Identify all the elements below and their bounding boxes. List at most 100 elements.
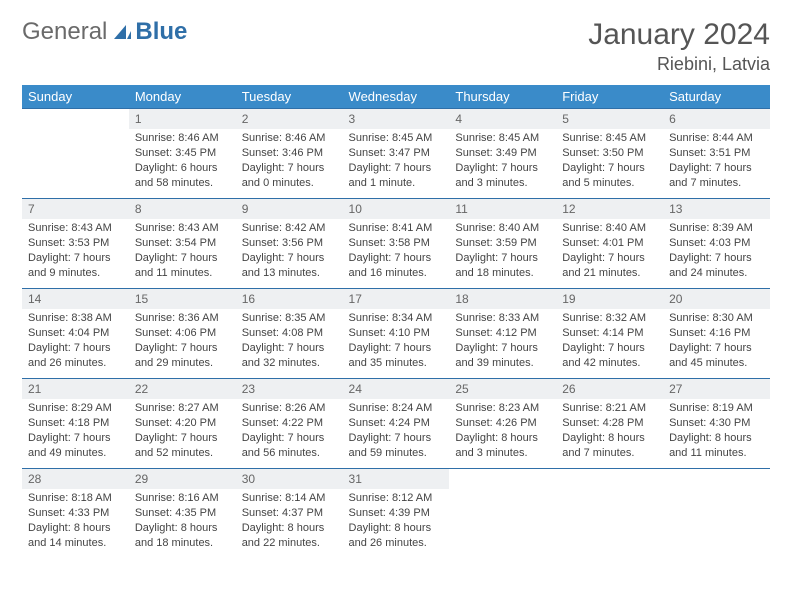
sunrise-text: Sunrise: 8:23 AM — [455, 401, 550, 416]
day-number: 8 — [129, 199, 236, 219]
day-number: 23 — [236, 379, 343, 399]
daylight-text: Daylight: 7 hours and 45 minutes. — [669, 341, 764, 371]
day-number: 11 — [449, 199, 556, 219]
day-cell — [556, 469, 663, 559]
day-cell: 2Sunrise: 8:46 AMSunset: 3:46 PMDaylight… — [236, 109, 343, 199]
day-number: 29 — [129, 469, 236, 489]
day-number: 24 — [343, 379, 450, 399]
sunrise-text: Sunrise: 8:45 AM — [455, 131, 550, 146]
day-body: Sunrise: 8:21 AMSunset: 4:28 PMDaylight:… — [556, 399, 663, 464]
day-number: 17 — [343, 289, 450, 309]
week-row: 7Sunrise: 8:43 AMSunset: 3:53 PMDaylight… — [22, 199, 770, 289]
day-number: 27 — [663, 379, 770, 399]
week-row: 21Sunrise: 8:29 AMSunset: 4:18 PMDayligh… — [22, 379, 770, 469]
sunset-text: Sunset: 3:51 PM — [669, 146, 764, 161]
daylight-text: Daylight: 7 hours and 21 minutes. — [562, 251, 657, 281]
day-cell — [663, 469, 770, 559]
day-number: 3 — [343, 109, 450, 129]
day-body: Sunrise: 8:40 AMSunset: 3:59 PMDaylight:… — [449, 219, 556, 284]
day-number: 15 — [129, 289, 236, 309]
day-body: Sunrise: 8:23 AMSunset: 4:26 PMDaylight:… — [449, 399, 556, 464]
day-cell: 14Sunrise: 8:38 AMSunset: 4:04 PMDayligh… — [22, 289, 129, 379]
day-number: 20 — [663, 289, 770, 309]
daylight-text: Daylight: 7 hours and 11 minutes. — [135, 251, 230, 281]
day-body — [556, 487, 663, 493]
sunset-text: Sunset: 4:16 PM — [669, 326, 764, 341]
sunset-text: Sunset: 4:04 PM — [28, 326, 123, 341]
sunset-text: Sunset: 3:47 PM — [349, 146, 444, 161]
day-body: Sunrise: 8:46 AMSunset: 3:46 PMDaylight:… — [236, 129, 343, 194]
sunrise-text: Sunrise: 8:12 AM — [349, 491, 444, 506]
logo-sail-icon — [111, 21, 133, 43]
logo-text-general: General — [22, 18, 107, 46]
day-cell: 20Sunrise: 8:30 AMSunset: 4:16 PMDayligh… — [663, 289, 770, 379]
day-number: 19 — [556, 289, 663, 309]
day-number — [663, 469, 770, 487]
sunset-text: Sunset: 3:58 PM — [349, 236, 444, 251]
daylight-text: Daylight: 6 hours and 58 minutes. — [135, 161, 230, 191]
day-number: 22 — [129, 379, 236, 399]
day-number: 31 — [343, 469, 450, 489]
day-number: 28 — [22, 469, 129, 489]
sunset-text: Sunset: 4:35 PM — [135, 506, 230, 521]
sunrise-text: Sunrise: 8:43 AM — [135, 221, 230, 236]
sunset-text: Sunset: 4:30 PM — [669, 416, 764, 431]
day-body: Sunrise: 8:43 AMSunset: 3:54 PMDaylight:… — [129, 219, 236, 284]
day-cell: 21Sunrise: 8:29 AMSunset: 4:18 PMDayligh… — [22, 379, 129, 469]
day-body: Sunrise: 8:44 AMSunset: 3:51 PMDaylight:… — [663, 129, 770, 194]
daylight-text: Daylight: 8 hours and 7 minutes. — [562, 431, 657, 461]
day-cell: 1Sunrise: 8:46 AMSunset: 3:45 PMDaylight… — [129, 109, 236, 199]
daylight-text: Daylight: 7 hours and 18 minutes. — [455, 251, 550, 281]
sunrise-text: Sunrise: 8:19 AM — [669, 401, 764, 416]
day-header: Saturday — [663, 85, 770, 109]
day-cell: 12Sunrise: 8:40 AMSunset: 4:01 PMDayligh… — [556, 199, 663, 289]
day-body: Sunrise: 8:39 AMSunset: 4:03 PMDaylight:… — [663, 219, 770, 284]
sunset-text: Sunset: 3:50 PM — [562, 146, 657, 161]
sunset-text: Sunset: 3:54 PM — [135, 236, 230, 251]
month-title: January 2024 — [588, 18, 770, 52]
sunrise-text: Sunrise: 8:45 AM — [349, 131, 444, 146]
day-cell: 31Sunrise: 8:12 AMSunset: 4:39 PMDayligh… — [343, 469, 450, 559]
day-cell: 5Sunrise: 8:45 AMSunset: 3:50 PMDaylight… — [556, 109, 663, 199]
sunset-text: Sunset: 3:49 PM — [455, 146, 550, 161]
day-body: Sunrise: 8:38 AMSunset: 4:04 PMDaylight:… — [22, 309, 129, 374]
day-cell: 6Sunrise: 8:44 AMSunset: 3:51 PMDaylight… — [663, 109, 770, 199]
daylight-text: Daylight: 7 hours and 16 minutes. — [349, 251, 444, 281]
day-cell: 27Sunrise: 8:19 AMSunset: 4:30 PMDayligh… — [663, 379, 770, 469]
day-header: Tuesday — [236, 85, 343, 109]
sunrise-text: Sunrise: 8:38 AM — [28, 311, 123, 326]
day-body: Sunrise: 8:30 AMSunset: 4:16 PMDaylight:… — [663, 309, 770, 374]
daylight-text: Daylight: 7 hours and 5 minutes. — [562, 161, 657, 191]
day-body — [449, 487, 556, 493]
day-number: 18 — [449, 289, 556, 309]
sunrise-text: Sunrise: 8:32 AM — [562, 311, 657, 326]
day-header: Friday — [556, 85, 663, 109]
daylight-text: Daylight: 8 hours and 3 minutes. — [455, 431, 550, 461]
title-block: January 2024 Riebini, Latvia — [588, 18, 770, 75]
day-cell: 28Sunrise: 8:18 AMSunset: 4:33 PMDayligh… — [22, 469, 129, 559]
day-body — [663, 487, 770, 493]
day-body: Sunrise: 8:45 AMSunset: 3:49 PMDaylight:… — [449, 129, 556, 194]
sunrise-text: Sunrise: 8:46 AM — [242, 131, 337, 146]
day-number: 12 — [556, 199, 663, 219]
day-number: 6 — [663, 109, 770, 129]
day-header: Sunday — [22, 85, 129, 109]
day-number — [22, 109, 129, 127]
sunset-text: Sunset: 4:37 PM — [242, 506, 337, 521]
sunrise-text: Sunrise: 8:34 AM — [349, 311, 444, 326]
day-number: 4 — [449, 109, 556, 129]
day-body: Sunrise: 8:26 AMSunset: 4:22 PMDaylight:… — [236, 399, 343, 464]
day-cell: 26Sunrise: 8:21 AMSunset: 4:28 PMDayligh… — [556, 379, 663, 469]
day-body: Sunrise: 8:45 AMSunset: 3:47 PMDaylight:… — [343, 129, 450, 194]
day-number: 10 — [343, 199, 450, 219]
daylight-text: Daylight: 8 hours and 14 minutes. — [28, 521, 123, 551]
day-body: Sunrise: 8:24 AMSunset: 4:24 PMDaylight:… — [343, 399, 450, 464]
sunrise-text: Sunrise: 8:44 AM — [669, 131, 764, 146]
day-cell: 29Sunrise: 8:16 AMSunset: 4:35 PMDayligh… — [129, 469, 236, 559]
day-cell: 24Sunrise: 8:24 AMSunset: 4:24 PMDayligh… — [343, 379, 450, 469]
calendar-table: Sunday Monday Tuesday Wednesday Thursday… — [22, 85, 770, 559]
sunset-text: Sunset: 4:08 PM — [242, 326, 337, 341]
sunset-text: Sunset: 4:24 PM — [349, 416, 444, 431]
day-number: 5 — [556, 109, 663, 129]
day-body: Sunrise: 8:12 AMSunset: 4:39 PMDaylight:… — [343, 489, 450, 554]
